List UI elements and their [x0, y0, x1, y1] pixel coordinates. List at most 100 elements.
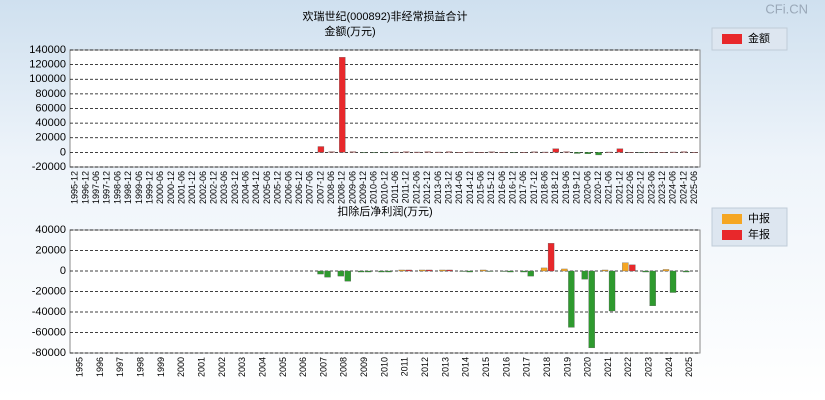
- bar: [670, 151, 677, 153]
- y-tick-label: 80000: [35, 88, 66, 100]
- x-tick-label: 2002: [217, 357, 227, 377]
- bar: [574, 152, 581, 154]
- y-tick-label: 40000: [35, 117, 66, 129]
- x-tick-label: 2011: [400, 357, 410, 376]
- bar: [445, 151, 453, 153]
- x-tick-label: 2002-06: [198, 171, 208, 204]
- legend-label: 年报: [748, 227, 770, 241]
- x-tick-label: 2003: [237, 357, 247, 377]
- x-tick-label: 2003-06: [219, 171, 229, 204]
- legend-swatch: [722, 230, 742, 240]
- x-tick-label: 2021: [603, 357, 613, 377]
- bar: [456, 152, 463, 153]
- x-tick-label: 2015-12: [486, 171, 496, 204]
- x-tick-label: 2006-06: [283, 171, 293, 204]
- bar: [365, 270, 372, 273]
- y-tick-label: -40000: [32, 306, 66, 318]
- bar: [446, 269, 453, 272]
- bar: [328, 151, 335, 153]
- x-tick-label: 2023-06: [646, 171, 656, 204]
- bar: [425, 269, 433, 272]
- bar: [540, 267, 548, 272]
- x-tick-label: 2002-12: [209, 171, 219, 204]
- x-tick-label: 1999: [156, 357, 166, 377]
- x-tick-label: 2000-12: [166, 171, 176, 204]
- bar: [588, 270, 595, 349]
- x-tick-label: 2022: [623, 357, 633, 377]
- x-tick-label: 2020: [583, 357, 593, 377]
- x-tick-label: 2010: [379, 357, 389, 377]
- x-tick-label: 1996: [95, 357, 105, 377]
- x-tick-label: 2008-12: [337, 171, 347, 204]
- y-tick-label: 40000: [35, 224, 66, 236]
- bar: [584, 152, 592, 154]
- y-tick-label: 0: [60, 146, 66, 158]
- x-tick-label: 2016-06: [497, 171, 507, 204]
- bar: [627, 152, 634, 153]
- bar: [638, 152, 645, 154]
- bar: [509, 152, 517, 154]
- bar: [616, 148, 624, 153]
- bar: [398, 269, 405, 272]
- x-tick-label: 2023: [644, 357, 654, 377]
- x-tick-label: 2024-12: [678, 171, 688, 204]
- x-tick-label: 2008-06: [326, 171, 336, 204]
- x-tick-label: 2007-12: [315, 171, 325, 204]
- legend-swatch: [722, 214, 742, 224]
- x-tick-label: 2011-06: [390, 171, 400, 203]
- x-tick-label: 2009: [359, 357, 369, 377]
- bar: [424, 151, 431, 153]
- x-tick-label: 2017-06: [518, 171, 528, 204]
- bar: [324, 270, 331, 278]
- x-tick-label: 2025: [684, 357, 694, 377]
- bar: [349, 151, 357, 153]
- y-tick-label: 140000: [29, 44, 66, 56]
- y-tick-label: -20000: [32, 285, 66, 297]
- x-tick-label: 2016-12: [508, 171, 518, 204]
- x-tick-label: 2016: [501, 357, 511, 377]
- x-tick-label: 2019-06: [561, 171, 571, 204]
- watermark: CFi.CN: [765, 1, 808, 16]
- bar: [459, 270, 466, 272]
- bar: [527, 270, 534, 277]
- bar: [385, 270, 392, 273]
- x-tick-label: 2024-06: [668, 171, 678, 204]
- x-tick-label: 2014-12: [465, 171, 475, 204]
- x-tick-label: 2010-12: [379, 171, 389, 204]
- x-tick-label: 2025-06: [689, 171, 699, 204]
- legend-box: [711, 27, 788, 51]
- x-tick-label: 2024: [664, 357, 674, 377]
- x-tick-label: 1999-06: [134, 171, 144, 204]
- bar: [542, 151, 549, 153]
- bar: [339, 57, 346, 153]
- y-tick-label: 60000: [35, 102, 66, 114]
- x-tick-label: 1998-06: [112, 171, 122, 204]
- bar: [547, 243, 555, 272]
- bar: [662, 269, 670, 272]
- x-tick-label: 2007: [318, 357, 328, 377]
- x-tick-label: 2015: [481, 357, 491, 377]
- x-tick-label: 2013: [440, 357, 450, 377]
- x-tick-label: 2009-06: [347, 171, 357, 204]
- y-tick-label: -60000: [32, 326, 66, 338]
- x-tick-label: 2006-12: [294, 171, 304, 204]
- x-tick-label: 2022-06: [625, 171, 635, 204]
- bar: [691, 152, 698, 153]
- x-tick-label: 2008: [339, 357, 349, 377]
- y-tick-label: -80000: [32, 347, 66, 359]
- bar: [500, 270, 507, 272]
- chart-subtitle: 金额(万元): [324, 24, 375, 38]
- x-tick-label: 2019: [562, 357, 572, 377]
- bar: [608, 270, 616, 312]
- bar: [649, 270, 656, 306]
- x-tick-label: 2021-06: [604, 171, 614, 204]
- x-tick-label: 1995: [75, 357, 85, 377]
- x-tick-label: 2004: [257, 357, 267, 377]
- x-tick-label: 1995-12: [70, 171, 80, 204]
- bar: [488, 151, 495, 153]
- x-tick-label: 2022-12: [636, 171, 646, 204]
- x-tick-label: 2003-12: [230, 171, 240, 204]
- legend-label: 金额: [748, 31, 770, 45]
- bar: [520, 152, 527, 153]
- bar: [552, 148, 559, 153]
